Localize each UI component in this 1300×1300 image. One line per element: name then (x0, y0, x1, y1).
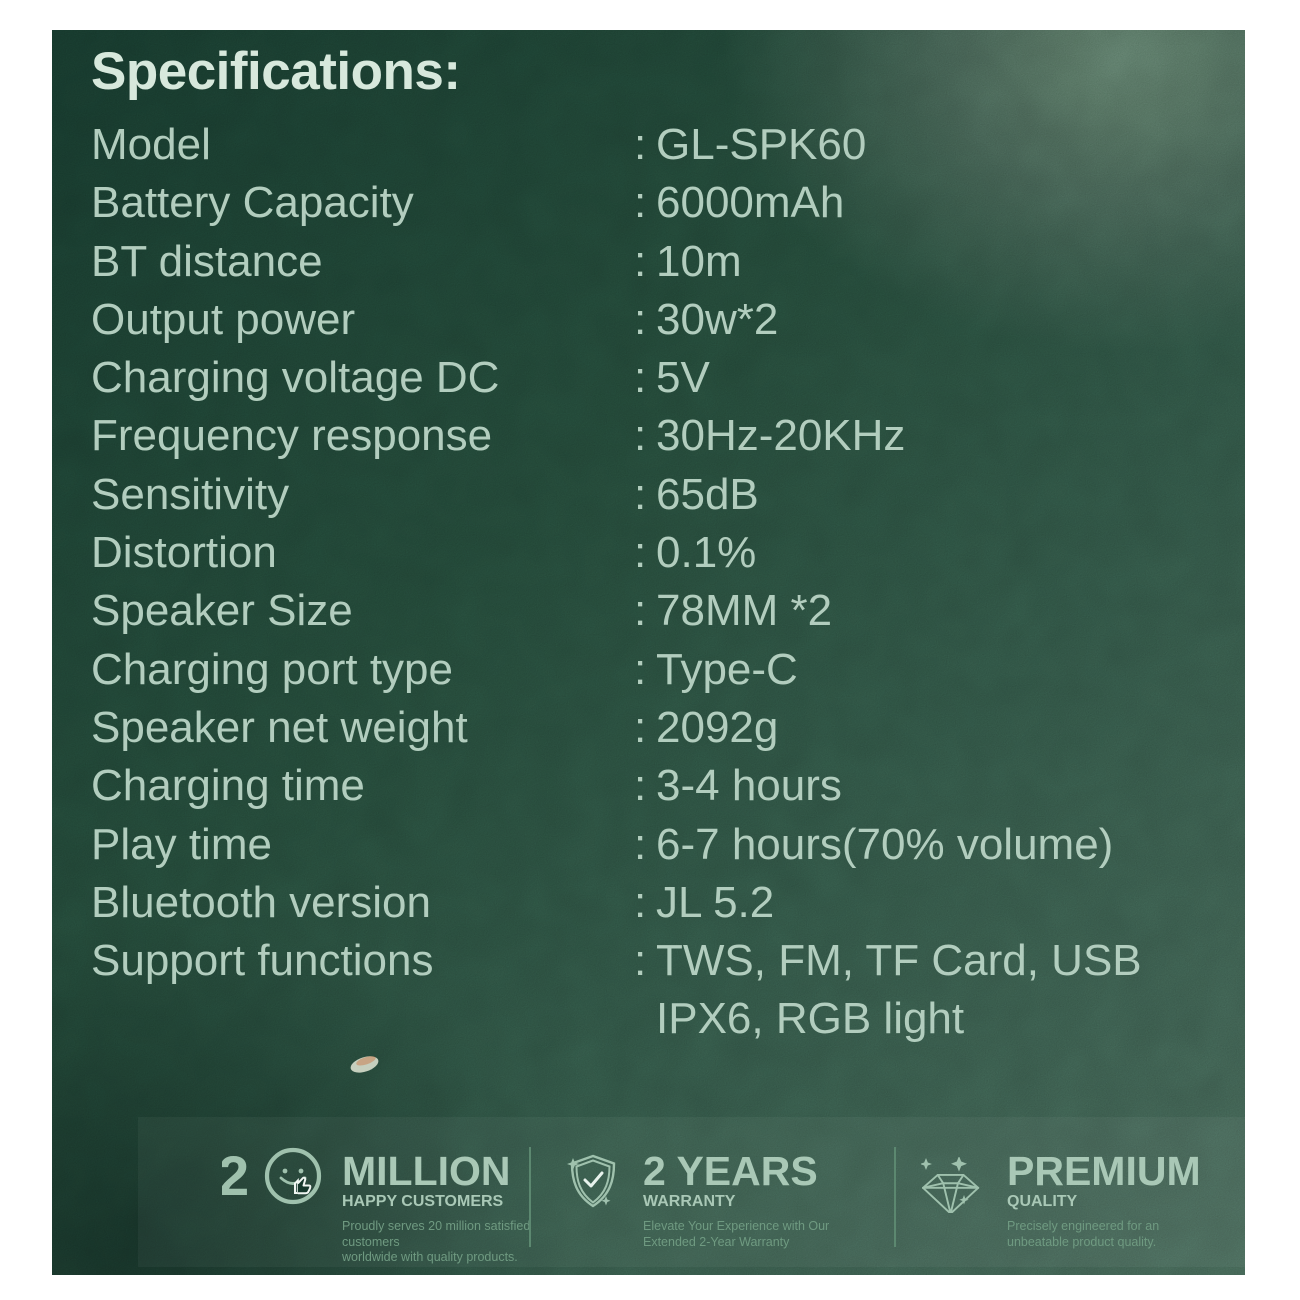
svg-text:2: 2 (222, 1146, 249, 1207)
